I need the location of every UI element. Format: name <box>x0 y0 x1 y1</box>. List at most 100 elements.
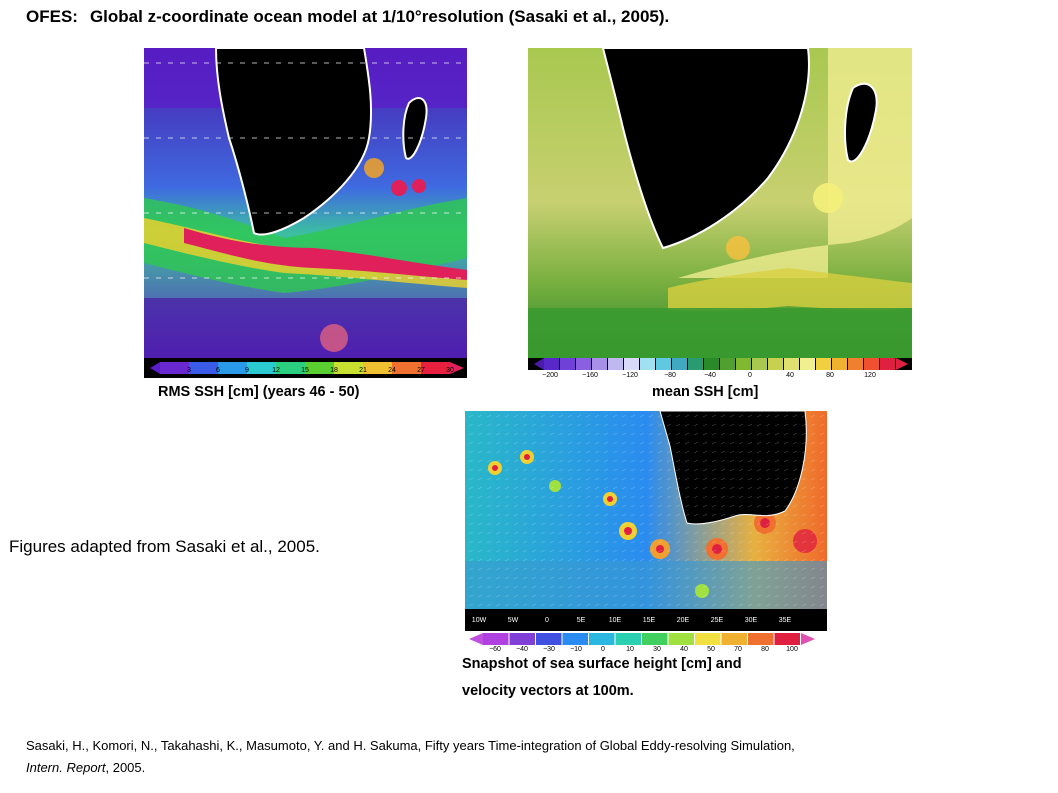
velocity-vector <box>756 531 762 535</box>
velocity-vector <box>522 486 528 490</box>
velocity-vector <box>720 477 726 481</box>
velocity-vector <box>495 477 501 481</box>
mean-colorbar-tick: −160 <box>582 372 598 378</box>
velocity-vector <box>504 495 510 499</box>
velocity-vector <box>729 540 735 544</box>
velocity-vector <box>585 603 591 607</box>
velocity-vector <box>486 540 492 544</box>
velocity-vector <box>747 513 753 517</box>
velocity-vector <box>774 495 780 499</box>
velocity-vector <box>774 504 780 508</box>
velocity-vector <box>765 513 771 517</box>
velocity-vector <box>666 441 672 445</box>
velocity-vector <box>675 477 681 481</box>
velocity-vector <box>648 423 654 427</box>
velocity-vector <box>585 522 591 526</box>
mean-colorbar-cell <box>784 358 799 370</box>
velocity-vector <box>531 531 537 535</box>
velocity-vector <box>558 549 564 553</box>
velocity-vector <box>558 603 564 607</box>
velocity-vector <box>630 504 636 508</box>
snapshot-colorbar-tick: 30 <box>653 646 661 652</box>
velocity-vector <box>648 486 654 490</box>
velocity-vector <box>513 477 519 481</box>
velocity-vector <box>603 594 609 598</box>
velocity-vector <box>531 567 537 571</box>
velocity-vector <box>522 594 528 598</box>
velocity-vector <box>585 459 591 463</box>
velocity-vector <box>765 567 771 571</box>
velocity-vector <box>765 594 771 598</box>
velocity-vector <box>819 585 825 589</box>
velocity-vector <box>486 423 492 427</box>
velocity-vector <box>756 558 762 562</box>
velocity-vector <box>576 549 582 553</box>
velocity-vector <box>801 522 807 526</box>
velocity-vector <box>576 495 582 499</box>
velocity-vector <box>720 549 726 553</box>
velocity-vector <box>594 450 600 454</box>
velocity-vector <box>783 477 789 481</box>
snapshot-caption-line1: Snapshot of sea surface height [cm] and <box>462 656 742 672</box>
velocity-vector <box>729 495 735 499</box>
velocity-vector <box>657 504 663 508</box>
velocity-vector <box>576 441 582 445</box>
velocity-vector <box>603 513 609 517</box>
rms-colorbar-tick: 24 <box>388 367 396 374</box>
velocity-vector <box>495 486 501 490</box>
velocity-vector <box>720 513 726 517</box>
velocity-vector <box>477 576 483 580</box>
velocity-vector <box>468 468 474 472</box>
velocity-vector <box>756 585 762 589</box>
velocity-vector <box>711 513 717 517</box>
velocity-vector <box>504 531 510 535</box>
velocity-vector <box>675 468 681 472</box>
velocity-vector <box>801 567 807 571</box>
velocity-vector <box>819 468 825 472</box>
velocity-vector <box>594 504 600 508</box>
velocity-vector <box>549 441 555 445</box>
velocity-vector <box>765 531 771 535</box>
velocity-vector <box>801 486 807 490</box>
velocity-vector <box>639 468 645 472</box>
velocity-vector <box>594 432 600 436</box>
velocity-vector <box>720 567 726 571</box>
velocity-vector <box>729 414 735 418</box>
velocity-vector <box>657 432 663 436</box>
velocity-vector <box>612 513 618 517</box>
velocity-vector <box>729 504 735 508</box>
velocity-vector <box>549 504 555 508</box>
velocity-vector <box>558 513 564 517</box>
rms-colorbar-tick: 21 <box>359 367 367 374</box>
velocity-vector <box>495 432 501 436</box>
velocity-vector <box>648 513 654 517</box>
velocity-vector <box>513 522 519 526</box>
velocity-vector <box>756 423 762 427</box>
velocity-vector <box>522 549 528 553</box>
velocity-vector <box>522 468 528 472</box>
velocity-vector <box>522 414 528 418</box>
velocity-vector <box>738 540 744 544</box>
velocity-vector <box>747 549 753 553</box>
snapshot-colorbar-cell <box>721 633 747 645</box>
velocity-vector <box>621 414 627 418</box>
velocity-vector <box>612 423 618 427</box>
velocity-vector <box>711 441 717 445</box>
velocity-vector <box>603 531 609 535</box>
velocity-vector <box>513 513 519 517</box>
rms-colorbar-tick: 27 <box>417 367 425 374</box>
velocity-vector <box>585 486 591 490</box>
velocity-vector <box>630 522 636 526</box>
velocity-vector <box>549 576 555 580</box>
velocity-vector <box>747 567 753 571</box>
velocity-vector <box>558 495 564 499</box>
velocity-vector <box>738 459 744 463</box>
velocity-vector <box>585 441 591 445</box>
velocity-vector <box>756 441 762 445</box>
velocity-vector <box>549 567 555 571</box>
velocity-vector <box>657 468 663 472</box>
velocity-vector <box>693 504 699 508</box>
velocity-vector <box>495 576 501 580</box>
velocity-vector <box>513 414 519 418</box>
velocity-vector <box>576 540 582 544</box>
